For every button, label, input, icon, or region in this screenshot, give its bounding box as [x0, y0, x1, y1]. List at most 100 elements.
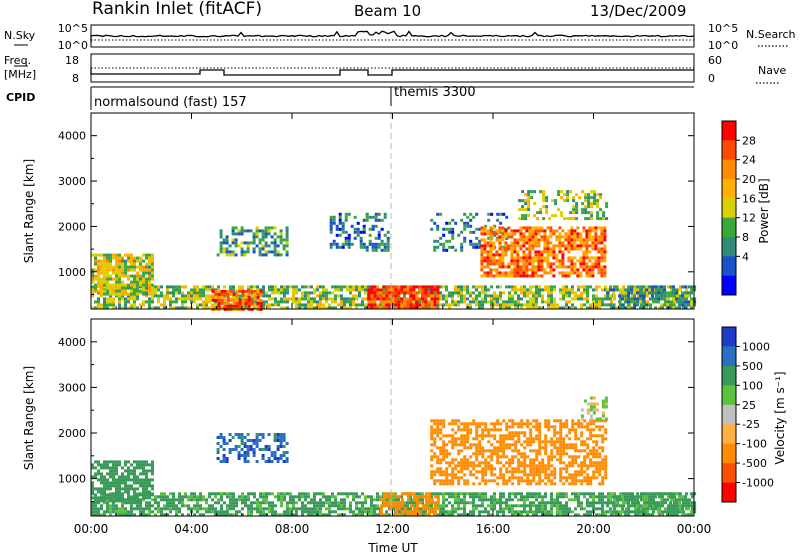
velocity-echo-cell	[202, 498, 205, 502]
power-echo-cell	[557, 193, 561, 197]
velocity-echo-cell	[463, 425, 467, 429]
power-echo-cell	[550, 288, 553, 292]
velocity-echo-cell	[282, 439, 286, 442]
velocity-echo-cell	[91, 513, 94, 517]
power-echo-cell	[553, 306, 556, 310]
velocity-echo-cell	[343, 501, 346, 505]
velocity-echo-cell	[466, 434, 470, 438]
power-echo-cell	[508, 297, 511, 301]
power-echo-cell	[325, 306, 328, 310]
velocity-echo-cell	[547, 476, 551, 480]
velocity-echo-cell	[358, 510, 361, 514]
power-echo-cell	[603, 232, 607, 236]
power-echo-cell	[276, 253, 280, 257]
power-echo-cell	[145, 292, 148, 296]
power-echo-cell	[553, 288, 556, 292]
power-echo-cell	[364, 285, 367, 289]
velocity-echo-cell	[169, 507, 172, 511]
velocity-echo-cell	[541, 440, 545, 444]
power-echo-cell	[525, 226, 529, 230]
power-echo-cell	[256, 292, 260, 296]
power-echo-cell	[537, 229, 541, 233]
power-echo-cell	[537, 238, 541, 242]
velocity-echo-cell	[232, 498, 235, 502]
velocity-echo-cell	[145, 472, 148, 476]
power-echo-cell	[97, 283, 100, 287]
velocity-echo-cell	[484, 458, 488, 462]
velocity-echo-cell	[460, 507, 463, 511]
power-echo-cell	[112, 297, 115, 301]
velocity-echo-cell	[475, 434, 479, 438]
velocity-echo-cell	[445, 461, 449, 465]
power-echo-cell	[567, 274, 571, 278]
power-echo-cell	[433, 285, 437, 289]
velocity-echo-cell	[481, 437, 485, 441]
velocity-echo-cell	[304, 510, 307, 514]
power-echo-cell	[489, 238, 493, 242]
velocity-echo-cell	[433, 422, 437, 426]
velocity-echo-cell	[106, 501, 109, 505]
velocity-echo-cell	[142, 507, 145, 511]
velocity-echo-cell	[136, 493, 139, 497]
power-echo-cell	[589, 303, 592, 307]
velocity-echo-cell	[418, 501, 422, 505]
velocity-echo-cell	[247, 504, 250, 508]
power-echo-cell	[436, 294, 440, 298]
velocity-echo-cell	[472, 452, 476, 456]
velocity-echo-cell	[481, 470, 485, 474]
power-echo-cell	[273, 226, 277, 230]
velocity-echo-cell	[145, 504, 148, 508]
velocity-echo-cell	[559, 504, 562, 508]
power-echo-cell	[507, 226, 511, 230]
velocity-echo-cell	[457, 501, 460, 505]
velocity-echo-cell	[121, 501, 124, 505]
velocity-echo-cell	[97, 501, 100, 505]
power-echo-cell	[397, 297, 400, 301]
power-echo-cell	[139, 303, 142, 307]
velocity-echo-cell	[367, 495, 370, 499]
velocity-echo-cell	[313, 513, 316, 517]
velocity-echo-cell	[475, 476, 479, 480]
power-echo-cell	[640, 303, 643, 307]
power-echo-cell	[516, 268, 520, 272]
power-echo-cell	[115, 277, 118, 281]
velocity-echo-cell	[100, 475, 103, 479]
velocity-echo-cell	[103, 478, 106, 482]
velocity-echo-cell	[100, 492, 103, 496]
power-echo-cell	[480, 265, 484, 269]
power-echo-cell	[279, 229, 283, 233]
power-echo-cell	[492, 256, 496, 260]
velocity-echo-cell	[511, 422, 515, 426]
power-echo-cell	[636, 297, 640, 301]
power-echo-cell	[124, 292, 127, 296]
power-echo-cell	[247, 285, 250, 289]
velocity-echo-cell	[577, 504, 580, 508]
power-echo-cell	[415, 294, 419, 298]
velocity-echo-cell	[175, 510, 178, 514]
velocity-echo-cell	[112, 495, 115, 499]
power-echo-cell	[648, 303, 652, 307]
power-echo-cell	[555, 253, 559, 257]
velocity-echo-cell	[532, 495, 535, 499]
velocity-echo-cell	[216, 457, 220, 460]
velocity-echo-cell	[511, 455, 515, 459]
power-echo-cell	[573, 265, 577, 269]
power-echo-cell	[286, 300, 289, 304]
power-echo-cell	[355, 297, 358, 301]
power-echo-cell	[504, 232, 508, 236]
power-echo-cell	[181, 291, 184, 295]
power-echo-cell	[436, 212, 440, 216]
power-echo-cell	[319, 303, 322, 307]
velocity-echo-cell	[148, 469, 151, 473]
velocity-echo-cell	[145, 469, 148, 473]
velocity-echo-cell	[535, 422, 539, 426]
power-echo-cell	[406, 297, 410, 301]
velocity-echo-cell	[151, 478, 154, 482]
velocity-echo-cell	[276, 457, 280, 460]
power-echo-cell	[261, 253, 265, 257]
freq-left-unit: [MHz]	[4, 68, 36, 81]
power-echo-cell	[582, 244, 586, 248]
power-echo-cell	[386, 242, 390, 246]
velocity-echo-cell	[217, 492, 220, 496]
power-echo-cell	[133, 274, 136, 278]
